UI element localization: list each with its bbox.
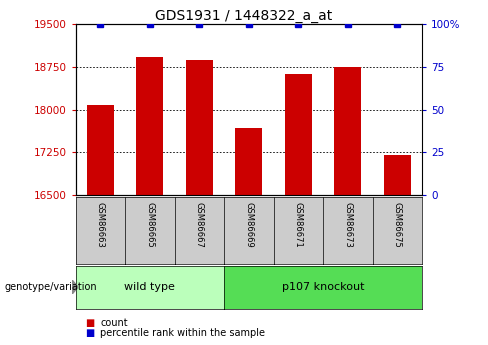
Bar bbox=[87, 105, 114, 195]
Bar bbox=[186, 60, 213, 195]
Text: wild type: wild type bbox=[124, 282, 175, 292]
Text: percentile rank within the sample: percentile rank within the sample bbox=[100, 328, 265, 338]
Text: GSM86671: GSM86671 bbox=[294, 202, 303, 248]
Text: GDS1931 / 1448322_a_at: GDS1931 / 1448322_a_at bbox=[155, 9, 333, 23]
Bar bbox=[334, 67, 362, 195]
Text: GSM86665: GSM86665 bbox=[145, 202, 154, 248]
Text: count: count bbox=[100, 318, 128, 327]
Text: ■: ■ bbox=[85, 318, 95, 327]
Text: GSM86667: GSM86667 bbox=[195, 202, 204, 248]
Text: GSM86663: GSM86663 bbox=[96, 202, 105, 248]
Bar bbox=[136, 57, 163, 195]
Bar bbox=[235, 128, 263, 195]
Text: genotype/variation: genotype/variation bbox=[5, 282, 98, 292]
Text: p107 knockout: p107 knockout bbox=[282, 282, 365, 292]
Text: GSM86673: GSM86673 bbox=[344, 202, 352, 248]
Polygon shape bbox=[72, 280, 78, 294]
Bar bbox=[285, 74, 312, 195]
Text: GSM86669: GSM86669 bbox=[244, 202, 253, 248]
Bar bbox=[384, 155, 411, 195]
Text: ■: ■ bbox=[85, 328, 95, 338]
Text: GSM86675: GSM86675 bbox=[393, 202, 402, 248]
